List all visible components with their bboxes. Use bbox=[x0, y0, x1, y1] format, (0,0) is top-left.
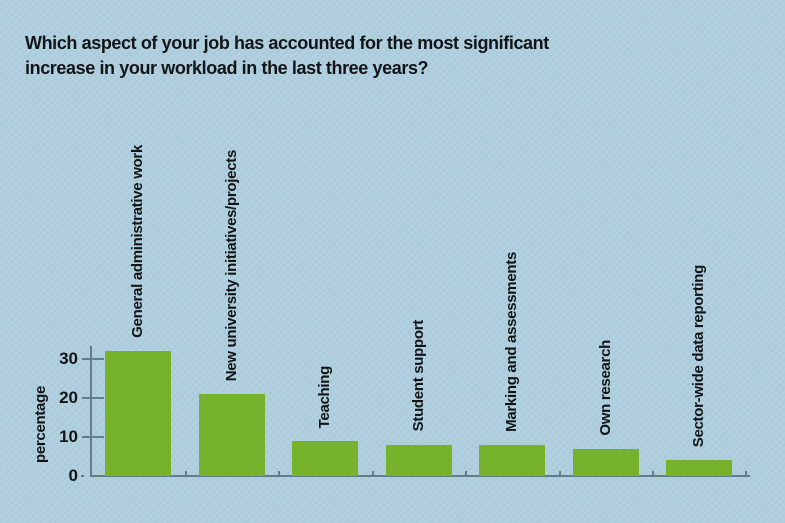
chart-title: Which aspect of your job has accounted f… bbox=[25, 31, 549, 81]
y-tick-label: 30 bbox=[59, 349, 78, 368]
y-axis-line bbox=[90, 346, 92, 477]
bar bbox=[479, 444, 545, 476]
x-tick-mark bbox=[278, 471, 281, 476]
bar bbox=[105, 351, 171, 476]
category-label: Teaching bbox=[316, 365, 333, 428]
category-label: Own research bbox=[596, 340, 614, 436]
y-tick-mark bbox=[82, 358, 104, 360]
bar bbox=[666, 460, 732, 476]
y-tick-mark bbox=[81, 475, 84, 477]
bar bbox=[385, 444, 452, 476]
y-tick-label: 10 bbox=[59, 427, 78, 446]
category-label: Marking and assessments bbox=[503, 251, 520, 432]
x-tick-mark bbox=[184, 471, 187, 476]
y-tick-mark bbox=[82, 397, 104, 399]
category-label: Student support bbox=[409, 320, 427, 432]
category-label: New university initiatives/projects bbox=[222, 149, 240, 382]
y-tick-label: 20 bbox=[59, 388, 78, 407]
chart-title-line-1: Which aspect of your job has accounted f… bbox=[25, 33, 549, 53]
category-label: Sector-wide data reporting bbox=[690, 265, 707, 448]
x-tick-mark bbox=[465, 471, 468, 476]
x-axis-line bbox=[90, 475, 750, 477]
y-tick-label: 0 bbox=[68, 466, 78, 485]
chart-title-line-2: increase in your workload in the last th… bbox=[25, 58, 429, 78]
x-tick-mark bbox=[558, 471, 561, 476]
y-tick-mark bbox=[82, 436, 104, 438]
x-tick-mark bbox=[371, 471, 374, 476]
bar bbox=[198, 394, 265, 476]
category-label: General administrative work bbox=[129, 145, 146, 339]
x-tick-mark bbox=[652, 471, 655, 476]
bar bbox=[292, 440, 358, 476]
x-tick-mark bbox=[745, 471, 747, 476]
bar bbox=[572, 448, 639, 476]
